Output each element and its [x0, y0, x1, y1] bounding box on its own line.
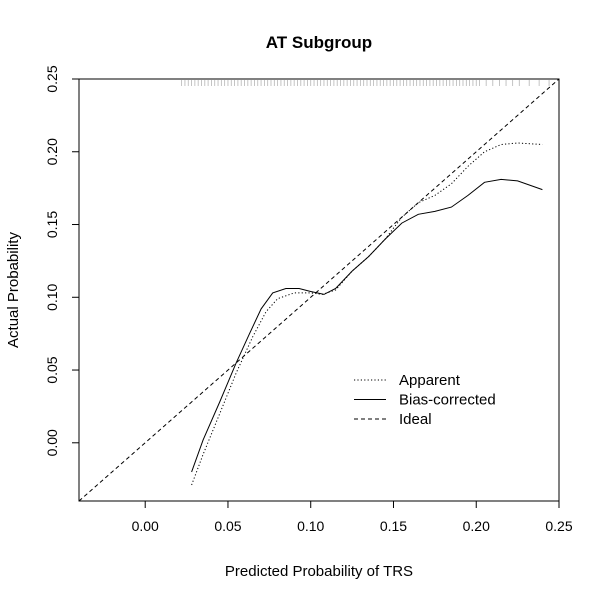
y-tick-label: 0.10 [44, 283, 60, 310]
series-line-0 [191, 142, 543, 486]
x-tick-label: 0.10 [297, 518, 324, 534]
y-tick-label: 0.20 [44, 138, 60, 165]
x-axis: 0.00 0.05 0.10 0.15 0.20 0.25 [132, 501, 573, 534]
legend-label: Apparent [399, 372, 461, 389]
rug-marks [181, 80, 550, 86]
x-tick-label: 0.05 [214, 518, 241, 534]
y-tick-label: 0.25 [44, 65, 60, 92]
y-axis: 0.00 0.05 0.10 0.15 0.20 0.25 [44, 65, 79, 456]
series-line-1 [191, 178, 543, 473]
x-tick-label: 0.25 [545, 518, 572, 534]
x-tick-label: 0.00 [132, 518, 159, 534]
x-tick-label: 0.20 [463, 518, 490, 534]
plot-frame [78, 78, 560, 502]
series-lines [78, 78, 560, 502]
y-tick-label: 0.15 [44, 211, 60, 238]
legend-label: Ideal [399, 411, 432, 428]
series-line-2 [78, 78, 560, 502]
chart-title: AT Subgroup [266, 33, 372, 52]
legend-label: Bias-corrected [399, 392, 496, 409]
y-tick-label: 0.05 [44, 356, 60, 383]
y-axis-label: Actual Probability [5, 232, 22, 348]
x-tick-label: 0.15 [380, 518, 407, 534]
y-tick-label: 0.00 [44, 429, 60, 456]
legend: Apparent Bias-corrected Ideal [354, 372, 496, 428]
x-axis-label: Predicted Probability of TRS [225, 563, 413, 580]
